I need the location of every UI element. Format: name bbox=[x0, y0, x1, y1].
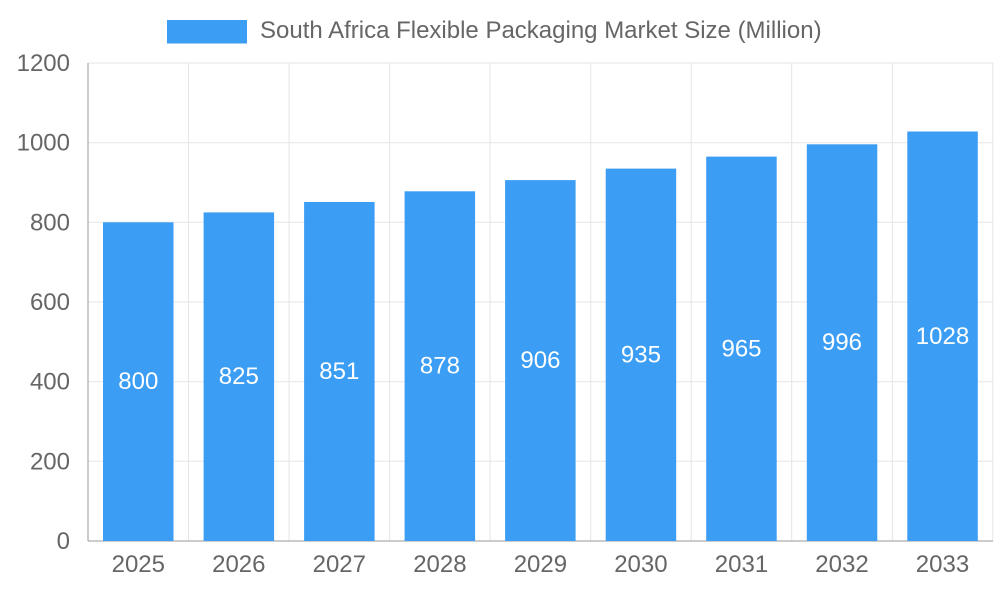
svg-text:2029: 2029 bbox=[514, 551, 567, 578]
svg-text:2025: 2025 bbox=[112, 551, 165, 578]
svg-text:200: 200 bbox=[30, 448, 70, 475]
svg-text:935: 935 bbox=[621, 341, 661, 368]
svg-text:1028: 1028 bbox=[916, 323, 969, 350]
svg-text:400: 400 bbox=[30, 369, 70, 396]
svg-text:965: 965 bbox=[721, 335, 761, 362]
svg-text:2028: 2028 bbox=[413, 551, 466, 578]
svg-text:2030: 2030 bbox=[614, 551, 667, 578]
svg-text:1000: 1000 bbox=[17, 130, 70, 157]
svg-text:800: 800 bbox=[118, 368, 158, 395]
svg-text:825: 825 bbox=[219, 363, 259, 390]
svg-text:2031: 2031 bbox=[715, 551, 768, 578]
svg-text:2032: 2032 bbox=[815, 551, 868, 578]
svg-text:851: 851 bbox=[319, 358, 359, 385]
svg-text:600: 600 bbox=[30, 289, 70, 316]
svg-text:1200: 1200 bbox=[17, 50, 70, 77]
svg-text:906: 906 bbox=[520, 347, 560, 374]
svg-text:2026: 2026 bbox=[212, 551, 265, 578]
svg-text:996: 996 bbox=[822, 329, 862, 356]
svg-text:0: 0 bbox=[57, 528, 70, 555]
svg-text:South Africa Flexible Packagin: South Africa Flexible Packaging Market S… bbox=[260, 17, 822, 44]
svg-text:800: 800 bbox=[30, 209, 70, 236]
svg-text:878: 878 bbox=[420, 353, 460, 380]
svg-text:2033: 2033 bbox=[916, 551, 969, 578]
svg-text:2027: 2027 bbox=[313, 551, 366, 578]
